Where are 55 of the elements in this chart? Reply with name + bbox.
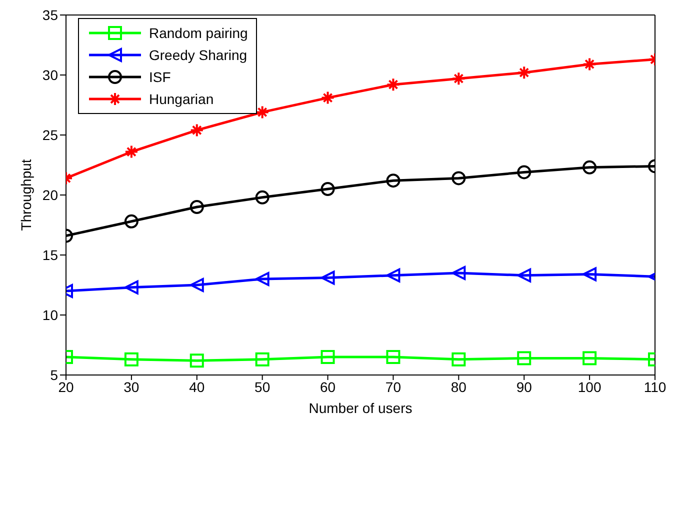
x-tick-label: 70 [385, 378, 402, 395]
point [124, 144, 138, 159]
point [386, 174, 400, 188]
x-tick-label: 20 [58, 378, 74, 395]
x-tick-label: 80 [450, 378, 467, 395]
legend-label: Hungarian [149, 91, 214, 107]
point [452, 171, 466, 186]
point [517, 351, 532, 366]
point [517, 66, 532, 80]
legend-label: Random pairing [149, 25, 248, 41]
point [190, 123, 204, 138]
x-tick-label: 50 [254, 378, 270, 395]
y-tick-label: 30 [42, 66, 58, 83]
point [452, 266, 466, 280]
x-tick-label: 30 [124, 378, 140, 395]
legend-label: Greedy Sharing [149, 47, 248, 63]
point [452, 72, 466, 86]
point [320, 90, 335, 105]
point [190, 200, 204, 214]
point [582, 160, 597, 174]
point [320, 270, 335, 285]
point [255, 105, 270, 120]
x-tick-label: 60 [320, 378, 336, 395]
point [124, 280, 138, 294]
y-tick-label: 20 [42, 186, 58, 203]
y-axis-title: Throughput [18, 159, 34, 231]
point [255, 190, 270, 204]
point [386, 350, 400, 364]
y-tick-label: 5 [50, 366, 58, 383]
x-tick-label: 90 [516, 378, 532, 395]
point [452, 352, 466, 366]
y-tick-label: 10 [42, 306, 58, 323]
point [255, 272, 270, 286]
point [582, 351, 597, 366]
x-tick-label: 40 [189, 378, 205, 395]
point [517, 165, 532, 180]
x-tick-label: 110 [644, 378, 666, 395]
point [582, 267, 597, 282]
y-tick-label: 25 [42, 126, 58, 143]
x-axis-title: Number of users [308, 400, 412, 416]
point [255, 352, 270, 366]
point [517, 268, 532, 282]
point [124, 352, 138, 366]
legend-label: ISF [149, 69, 171, 85]
point [124, 214, 138, 228]
y-tick-label: 35 [42, 6, 58, 23]
point [386, 78, 400, 92]
point [190, 354, 204, 368]
point [386, 268, 400, 282]
point [320, 182, 335, 196]
y-tick-label: 15 [42, 246, 58, 263]
point [582, 57, 597, 72]
point [190, 278, 204, 292]
point [320, 350, 335, 364]
x-tick-label: 100 [578, 378, 602, 395]
